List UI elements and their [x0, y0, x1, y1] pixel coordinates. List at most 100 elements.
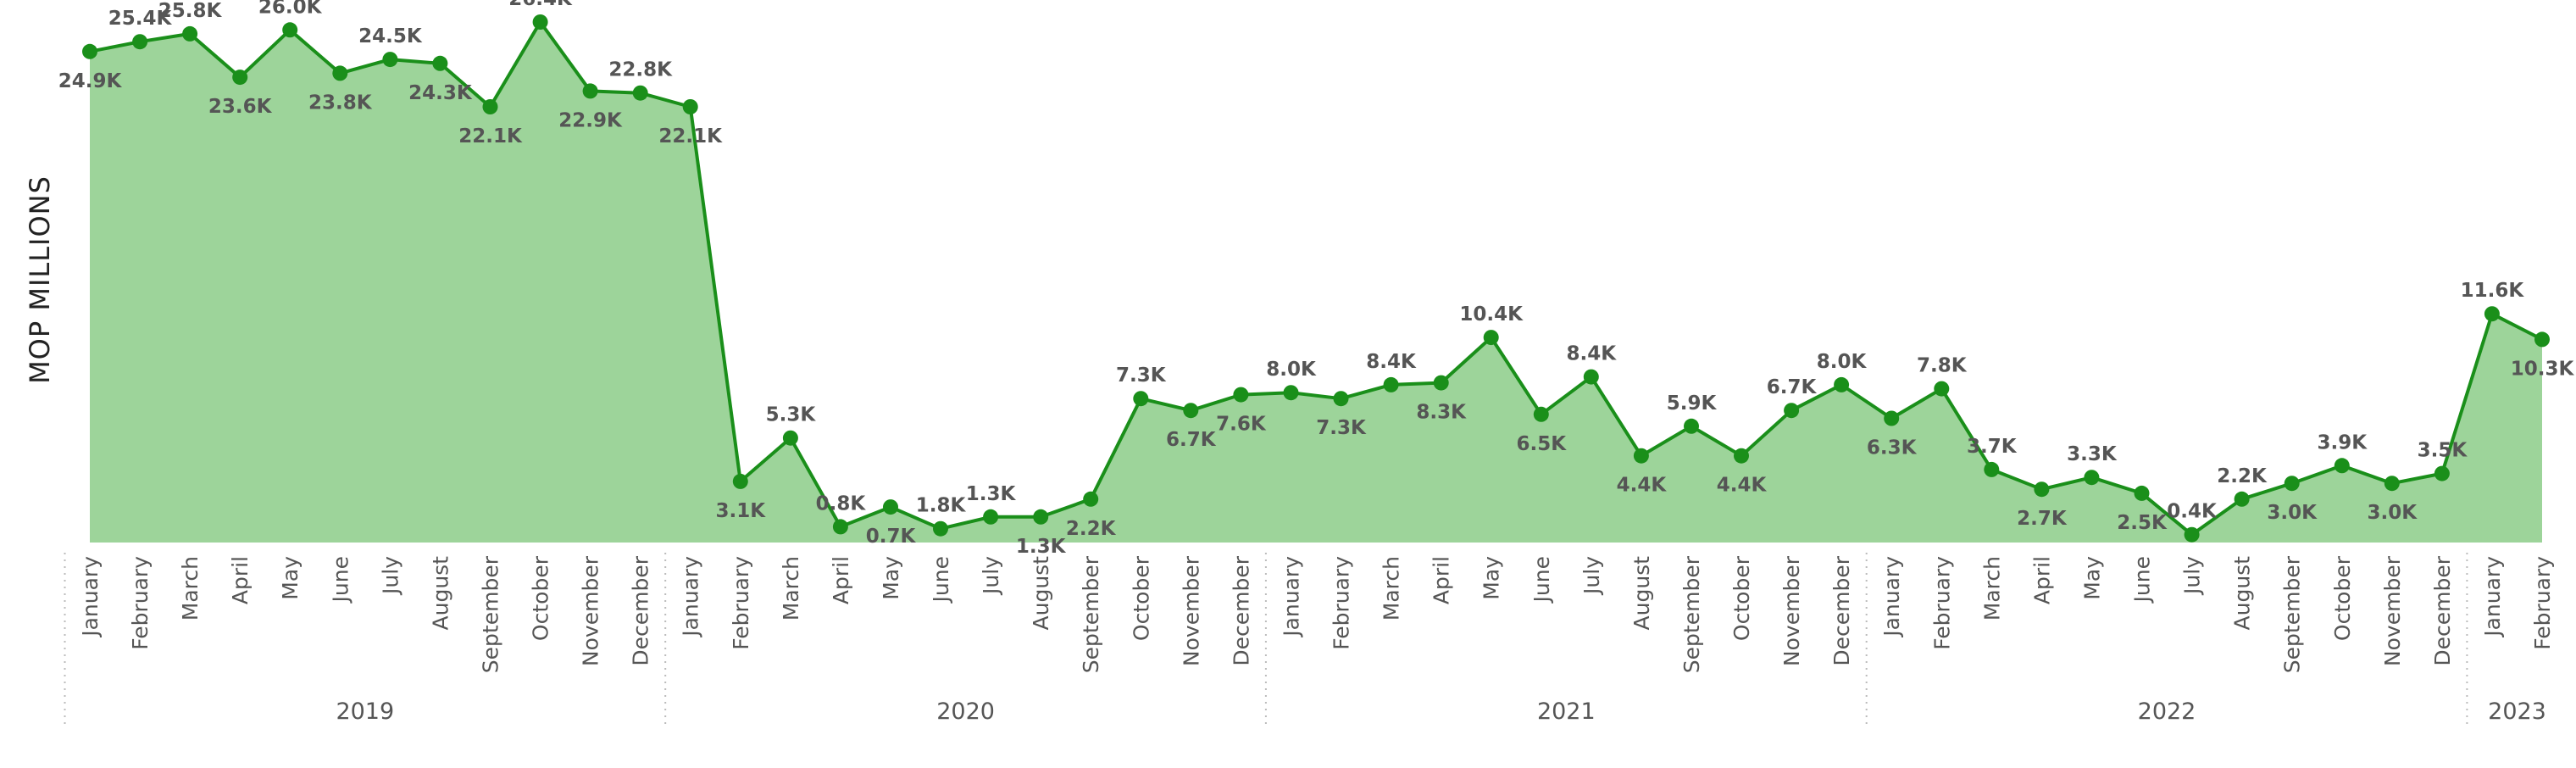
data-point [1283, 385, 1299, 401]
data-label: 22.9K [558, 109, 623, 131]
data-label: 4.4K [1617, 475, 1668, 497]
month-tick-label: November [579, 555, 603, 666]
data-point [2034, 481, 2050, 498]
month-tick-label: October [2330, 555, 2355, 641]
data-point [1984, 461, 2000, 477]
month-tick-label: June [929, 556, 953, 604]
month-tick-label: April [1430, 556, 1454, 604]
year-label: 2022 [2138, 698, 2196, 725]
data-label: 6.5K [1517, 433, 1568, 455]
data-label: 3.5K [2418, 440, 2468, 462]
data-point [1033, 509, 1049, 525]
month-tick-label: May [879, 556, 903, 600]
series-area [90, 22, 2542, 543]
area-layer [90, 22, 2542, 543]
month-tick-label: November [1779, 555, 1804, 666]
data-label: 6.3K [1867, 437, 1918, 459]
data-label: 0.7K [866, 526, 917, 548]
data-point [2434, 465, 2450, 481]
data-point [432, 55, 448, 71]
month-tick-label: January [1280, 556, 1304, 638]
month-tick-label: February [128, 556, 153, 650]
month-tick-label: June [1530, 556, 1554, 604]
month-tick-label: March [779, 556, 803, 621]
data-point [1633, 448, 1649, 464]
data-point [832, 519, 848, 535]
month-tick-label: September [1079, 555, 1103, 673]
data-label: 7.3K [1116, 365, 1167, 387]
month-tick-label: August [1629, 556, 1654, 631]
data-point [1483, 330, 1499, 346]
data-label: 8.0K [1817, 351, 1868, 373]
month-tick-label: December [1229, 555, 1253, 665]
data-point [182, 25, 198, 42]
month-tick-label: January [2480, 556, 2505, 638]
data-label: 3.9K [2318, 431, 2368, 454]
data-point [1684, 418, 1699, 434]
data-label: 3.0K [2368, 502, 2418, 524]
data-point [682, 99, 698, 114]
data-point [1133, 391, 1149, 407]
month-tick-label: July [378, 556, 402, 596]
data-label: 3.1K [716, 500, 767, 522]
data-point [232, 70, 248, 86]
month-tick-label: October [1729, 555, 1754, 641]
month-tick-label: February [2530, 556, 2555, 650]
data-label: 0.4K [2167, 501, 2218, 523]
points-layer [82, 14, 2550, 543]
data-label: 25.4K [108, 8, 173, 30]
data-label: 5.3K [766, 404, 817, 426]
data-point [2234, 491, 2250, 507]
month-tick-label: March [1380, 556, 1404, 621]
data-point [2384, 476, 2400, 492]
year-label: 2019 [336, 698, 394, 725]
data-label: 2.2K [1066, 518, 1117, 540]
data-label: 25.8K [158, 0, 223, 22]
year-label: 2021 [1537, 698, 1596, 725]
month-tick-label: July [1579, 556, 1604, 596]
data-point [1083, 491, 1099, 507]
data-point [782, 430, 798, 446]
series-line [89, 20, 2543, 537]
month-tick-label: January [1879, 556, 1904, 638]
year-label: 2020 [936, 698, 995, 725]
data-label: 6.7K [1767, 376, 1818, 398]
data-label: 10.3K [2511, 358, 2575, 380]
month-tick-label: May [2079, 556, 2104, 600]
data-point [282, 22, 298, 38]
month-tick-label: August [428, 556, 452, 631]
month-tick-label: April [228, 556, 253, 604]
data-point [582, 83, 598, 99]
data-point [1383, 376, 1399, 392]
data-point [1333, 391, 1349, 407]
data-point [1784, 403, 1800, 419]
month-tick-label: February [729, 556, 753, 650]
data-label: 1.3K [1016, 536, 1067, 558]
data-label: 2.5K [2117, 512, 2168, 534]
data-label: 1.3K [966, 483, 1017, 505]
month-tick-label: August [2230, 556, 2255, 631]
month-tick-label: January [679, 556, 703, 638]
month-tick-label: December [1829, 555, 1854, 665]
data-point [332, 65, 348, 81]
data-label: 8.4K [1366, 351, 1417, 373]
data-point [1934, 381, 1950, 397]
data-label: 23.8K [308, 92, 373, 114]
data-label: 4.4K [1717, 475, 1768, 497]
month-tick-label: November [2380, 555, 2405, 666]
data-point [732, 473, 748, 489]
month-tick-label: March [1979, 556, 2004, 621]
data-point [82, 43, 97, 59]
data-point [632, 85, 648, 101]
data-label: 7.6K [1216, 414, 1267, 436]
data-label: 24.3K [408, 82, 473, 104]
data-label: 8.4K [1567, 343, 1618, 365]
year-label: 2023 [2488, 698, 2546, 725]
data-label: 2.7K [2017, 508, 2068, 530]
month-tick-label: April [829, 556, 853, 604]
data-label: 5.9K [1667, 392, 1718, 415]
data-point [2534, 331, 2550, 348]
data-point [382, 52, 398, 68]
